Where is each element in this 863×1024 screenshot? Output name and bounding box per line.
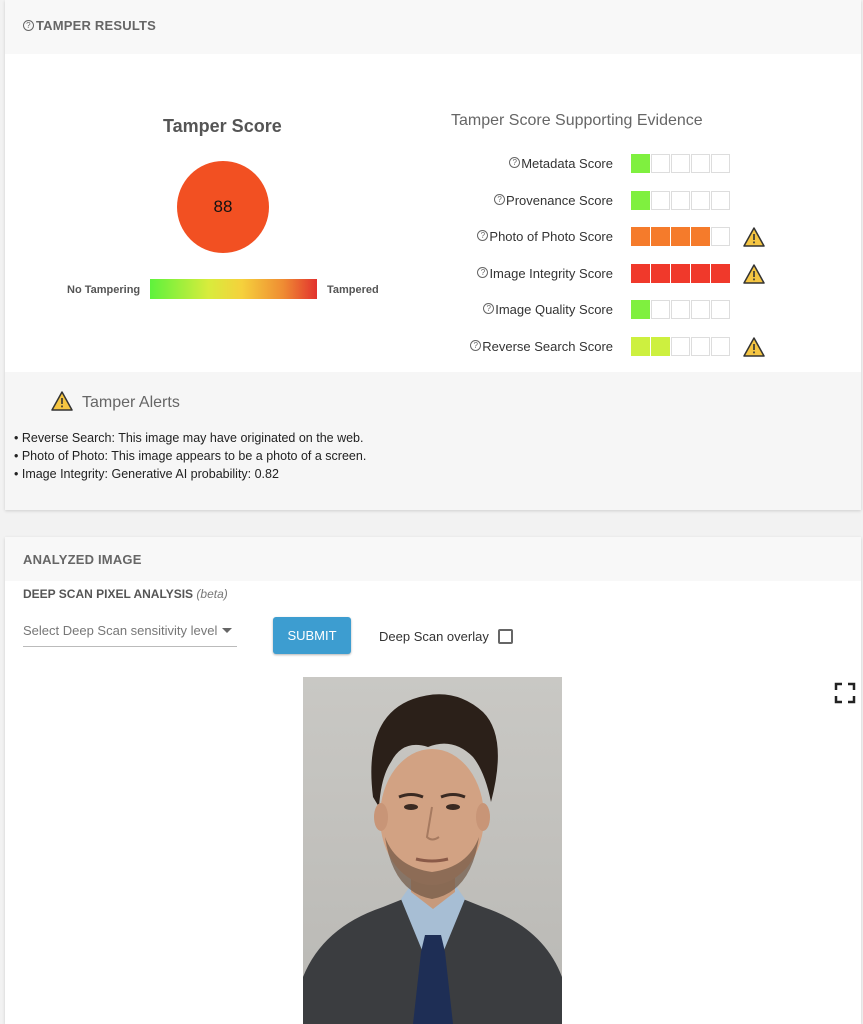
warning-icon <box>743 337 765 357</box>
help-icon[interactable]: ? <box>477 267 489 278</box>
evidence-row: ? Photo of Photo Score <box>445 227 775 247</box>
evidence-score-segment <box>691 300 710 319</box>
evidence-score-segment <box>711 154 730 173</box>
evidence-score-segment <box>711 264 730 283</box>
tamper-score-value: 88 <box>213 197 233 216</box>
evidence-label: ? Reverse Search Score <box>470 339 613 354</box>
portrait-image <box>303 677 562 1024</box>
tamper-results-header: ? TAMPER RESULTS <box>5 0 861 54</box>
deep-scan-overlay-label: Deep Scan overlay <box>379 629 489 644</box>
alert-list: • Reverse Search: This image may have or… <box>14 429 366 483</box>
tamper-results-card: ? TAMPER RESULTS Tamper Score 88 No Tampe… <box>5 0 861 510</box>
evidence-score-segment <box>651 154 670 173</box>
evidence-score-segment <box>631 300 650 319</box>
alert-item: • Photo of Photo: This image appears to … <box>14 449 367 463</box>
evidence-score-segment <box>631 191 650 210</box>
alert-item: • Reverse Search: This image may have or… <box>14 431 364 445</box>
caret-down-icon <box>222 628 233 633</box>
evidence-score-bar <box>631 154 731 173</box>
evidence-score-segment <box>631 227 650 246</box>
evidence-row: ? Reverse Search Score <box>445 337 775 357</box>
evidence-score-segment <box>651 227 670 246</box>
evidence-label: ? Metadata Score <box>509 156 613 171</box>
evidence-score-bar <box>631 264 731 283</box>
evidence-label-text: Image Integrity Score <box>489 266 613 281</box>
evidence-score-segment <box>711 191 730 210</box>
evidence-score-segment <box>691 264 710 283</box>
evidence-score-segment <box>691 227 710 246</box>
help-icon[interactable]: ? <box>470 340 482 351</box>
tamper-scale-gradient <box>150 279 317 299</box>
evidence-score-segment <box>631 337 650 356</box>
evidence-row: ? Image Integrity Score <box>445 264 775 284</box>
evidence-label: ? Image Quality Score <box>483 302 613 317</box>
evidence-score-bar <box>631 191 731 210</box>
fullscreen-icon[interactable] <box>834 682 856 704</box>
evidence-row: ? Metadata Score <box>445 154 775 174</box>
evidence-label-text: Image Quality Score <box>495 302 613 317</box>
evidence-score-segment <box>711 337 730 356</box>
analyzed-image-header: ANALYZED IMAGE <box>5 537 861 581</box>
scale-right-label: Tampered <box>327 284 379 296</box>
evidence-row: ? Image Quality Score <box>445 300 775 320</box>
evidence-score-segment <box>671 154 690 173</box>
analyzed-image-card: ANALYZED IMAGE DEEP SCAN PIXEL ANALYSIS … <box>5 537 861 1024</box>
evidence-score-segment <box>671 264 690 283</box>
evidence-row: ? Provenance Score <box>445 191 775 211</box>
analyzed-photo <box>303 677 562 1024</box>
deep-scan-overlay-checkbox[interactable] <box>498 629 513 644</box>
evidence-score-segment <box>691 337 710 356</box>
warning-icon <box>51 391 73 411</box>
evidence-score-segment <box>671 191 690 210</box>
evidence-label-text: Metadata Score <box>521 156 613 171</box>
warning-icon <box>743 264 765 284</box>
help-icon[interactable]: ? <box>509 157 521 168</box>
tamper-alerts-panel: Tamper Alerts • Reverse Search: This ima… <box>5 372 861 510</box>
evidence-label: ? Photo of Photo Score <box>477 229 613 244</box>
evidence-score-segment <box>671 227 690 246</box>
help-icon[interactable]: ? <box>483 303 495 314</box>
beta-tag: (beta) <box>196 587 228 601</box>
help-icon[interactable]: ? <box>494 194 506 205</box>
evidence-score-segment <box>631 264 650 283</box>
evidence-score-segment <box>651 337 670 356</box>
evidence-label: ? Image Integrity Score <box>477 266 613 281</box>
evidence-score-bar <box>631 300 731 319</box>
evidence-score-segment <box>651 264 670 283</box>
evidence-label-text: Photo of Photo Score <box>489 229 613 244</box>
evidence-label: ? Provenance Score <box>494 193 613 208</box>
scale-left-label: No Tampering <box>67 284 141 296</box>
tamper-results-title: TAMPER RESULTS <box>36 18 157 33</box>
tamper-score-title: Tamper Score <box>163 116 282 136</box>
evidence-score-segment <box>711 300 730 319</box>
sensitivity-select[interactable]: Select Deep Scan sensitivity level <box>23 623 237 647</box>
help-icon[interactable]: ? <box>477 230 489 241</box>
deep-scan-title-text: DEEP SCAN PIXEL ANALYSIS <box>23 587 194 601</box>
tamper-score-circle: 88 <box>177 161 269 253</box>
evidence-score-segment <box>651 300 670 319</box>
evidence-label-text: Reverse Search Score <box>482 339 613 354</box>
help-icon[interactable]: ? <box>23 20 34 31</box>
evidence-score-segment <box>691 191 710 210</box>
evidence-title: Tamper Score Supporting Evidence <box>451 112 703 129</box>
alert-item: • Image Integrity: Generative AI probabi… <box>14 467 279 481</box>
evidence-label-text: Provenance Score <box>506 193 613 208</box>
evidence-score-segment <box>671 337 690 356</box>
evidence-score-segment <box>631 154 650 173</box>
evidence-score-segment <box>671 300 690 319</box>
sensitivity-select-placeholder: Select Deep Scan sensitivity level <box>23 623 218 638</box>
evidence-score-bar <box>631 227 731 246</box>
evidence-score-segment <box>691 154 710 173</box>
evidence-score-segment <box>651 191 670 210</box>
tamper-alerts-title: Tamper Alerts <box>82 394 180 411</box>
deep-scan-title: DEEP SCAN PIXEL ANALYSIS (beta) <box>23 587 228 601</box>
evidence-score-segment <box>711 227 730 246</box>
submit-button[interactable]: SUBMIT <box>273 617 351 654</box>
evidence-score-bar <box>631 337 731 356</box>
warning-icon <box>743 227 765 247</box>
